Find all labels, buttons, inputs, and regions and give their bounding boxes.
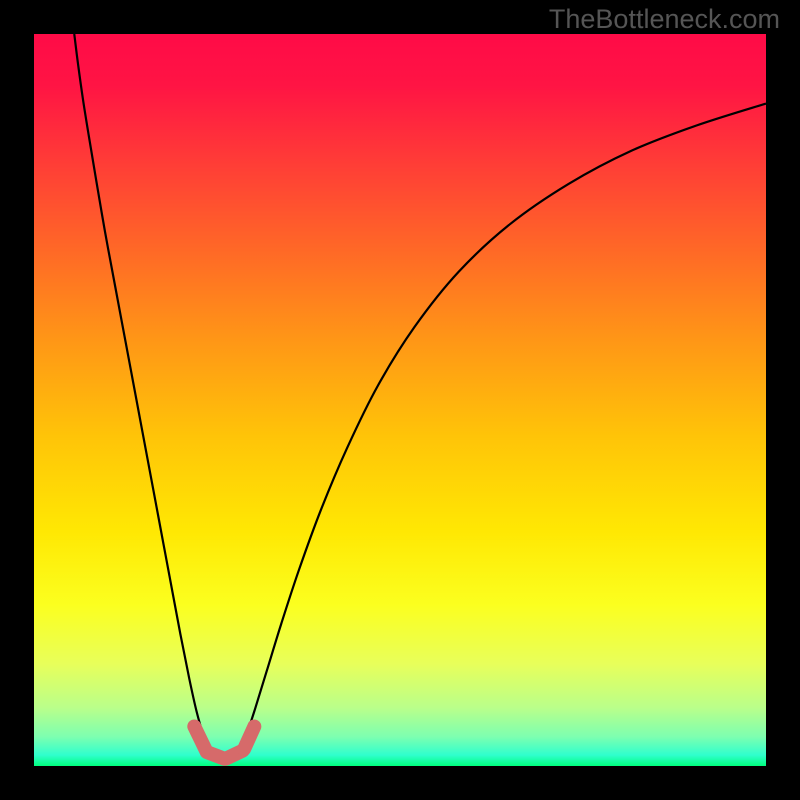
stage: TheBottleneck.com: [0, 0, 800, 800]
curve-right: [233, 104, 766, 759]
plot-area: [34, 34, 766, 766]
bottleneck-curve-chart: [34, 34, 766, 766]
curve-left: [74, 34, 215, 759]
curve-foot-marks: [194, 726, 254, 758]
foot-mark: [244, 726, 254, 749]
watermark-text: TheBottleneck.com: [549, 4, 780, 35]
